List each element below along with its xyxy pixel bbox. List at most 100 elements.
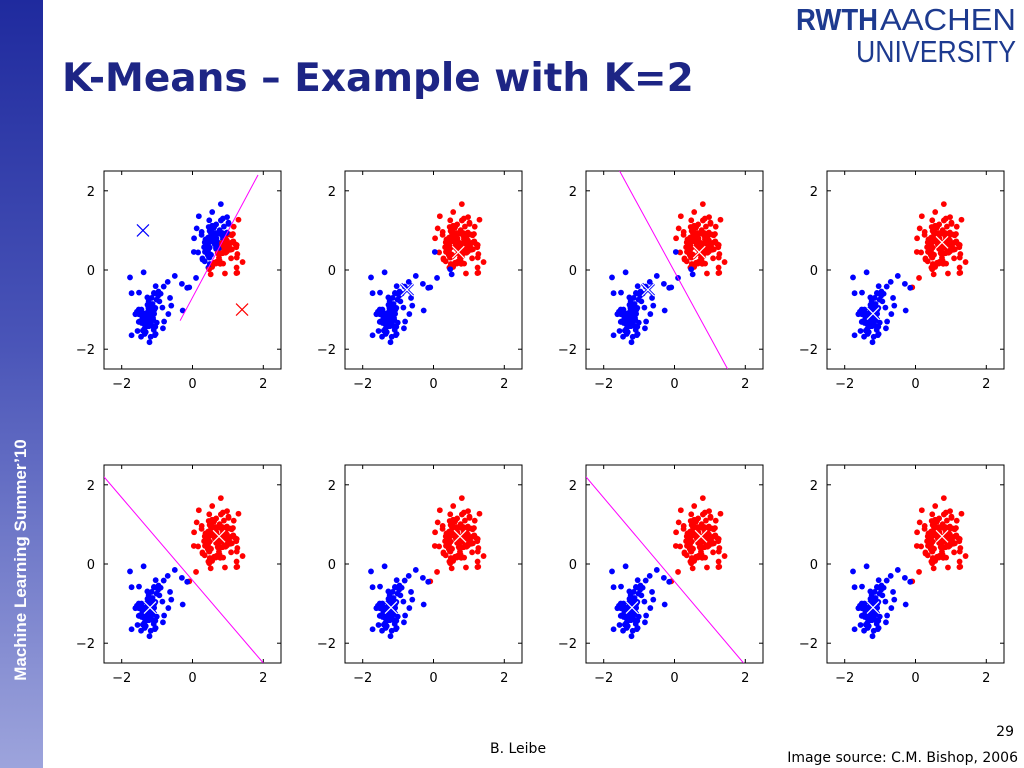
red-point — [228, 232, 235, 239]
red-point — [228, 549, 234, 556]
blue-point — [647, 311, 654, 317]
blue-point — [610, 626, 617, 633]
red-point — [916, 519, 923, 526]
scatter-panel-6: −2 0 2 2 0 −2 — [317, 464, 523, 686]
red-point — [233, 536, 240, 542]
scatter-panel-2: −2 0 2 2 0 −2 — [317, 170, 523, 392]
red-point — [701, 230, 708, 236]
red-point — [941, 511, 947, 518]
blue-point — [647, 605, 654, 611]
blue-point — [409, 596, 416, 603]
blue-centroid-marker — [865, 600, 881, 615]
y-tick-label: 2 — [328, 479, 336, 494]
red-point — [701, 524, 708, 530]
y-tick-label: 2 — [569, 479, 577, 494]
red-point — [218, 511, 224, 518]
blue-point — [646, 278, 653, 285]
decision-boundary — [104, 476, 264, 663]
blue-point — [689, 271, 696, 278]
x-tick-label: −2 — [353, 671, 372, 686]
red-point — [924, 533, 931, 540]
x-tick-label: 2 — [982, 377, 990, 392]
blue-point — [879, 298, 886, 305]
red-point — [918, 213, 925, 220]
plot-frame — [103, 170, 282, 370]
blue-point — [666, 578, 673, 585]
plot-frame — [826, 464, 1005, 664]
red-point — [921, 228, 928, 235]
blue-point — [380, 317, 386, 324]
red-point — [937, 544, 944, 551]
red-point — [929, 217, 936, 224]
blue-point — [193, 225, 200, 232]
blue-point — [379, 627, 385, 634]
red-point — [927, 546, 934, 552]
red-point — [442, 552, 449, 559]
red-point — [929, 511, 936, 518]
blue-point — [649, 589, 655, 595]
red-point — [712, 223, 719, 230]
red-point — [948, 219, 955, 226]
red-point — [191, 529, 197, 536]
blue-point — [168, 302, 175, 309]
red-point — [716, 545, 723, 551]
blue-point — [160, 619, 166, 626]
blue-point — [883, 577, 890, 584]
red-point — [222, 564, 228, 571]
red-point — [474, 558, 481, 565]
blue-point — [393, 283, 400, 290]
red-point — [940, 495, 947, 502]
blue-point — [434, 275, 440, 281]
blue-point — [140, 269, 147, 276]
red-point — [475, 563, 482, 570]
blue-point — [136, 583, 142, 590]
rwth-aachen-logo: RWTH AACHEN UNIVERSITY — [796, 2, 1016, 68]
red-point — [937, 245, 944, 252]
blue-point — [408, 589, 414, 595]
red-point — [206, 266, 213, 273]
red-point — [929, 560, 936, 567]
scatter-panel-8: −2 0 2 2 0 −2 — [799, 464, 1005, 686]
red-point — [934, 516, 941, 523]
red-point — [702, 260, 709, 267]
blue-point — [168, 596, 175, 603]
red-point — [691, 209, 698, 215]
red-point — [677, 543, 683, 550]
red-point — [951, 526, 958, 533]
blue-point — [447, 266, 454, 273]
red-point — [466, 244, 473, 251]
red-point — [962, 553, 969, 559]
x-tick-label: 0 — [429, 671, 437, 686]
blue-point — [165, 311, 172, 317]
red-point — [710, 232, 717, 239]
red-point — [957, 251, 964, 257]
blue-point — [882, 598, 889, 605]
blue-point — [867, 588, 874, 595]
red-point — [230, 223, 237, 230]
red-point — [918, 507, 925, 514]
blue-point — [204, 252, 211, 258]
red-centroid-marker — [692, 245, 707, 260]
blue-point — [144, 301, 151, 308]
red-point — [214, 539, 221, 546]
red-point — [223, 533, 230, 540]
red-point — [707, 538, 714, 545]
blue-point — [385, 294, 392, 301]
red-point — [234, 251, 241, 257]
red-point — [228, 255, 234, 262]
red-point — [450, 209, 457, 215]
x-tick-label: −2 — [594, 377, 613, 392]
red-point — [239, 259, 246, 265]
blue-point — [127, 568, 133, 575]
blue-point — [392, 584, 398, 590]
red-point — [686, 546, 693, 552]
red-point — [444, 538, 451, 545]
blue-point — [626, 294, 633, 301]
red-point — [721, 259, 728, 265]
red-point — [233, 264, 240, 271]
red-point — [683, 258, 690, 265]
y-tick-label: 0 — [328, 558, 336, 573]
red-point — [942, 230, 949, 236]
red-point — [193, 519, 200, 526]
blue-point — [616, 308, 622, 315]
